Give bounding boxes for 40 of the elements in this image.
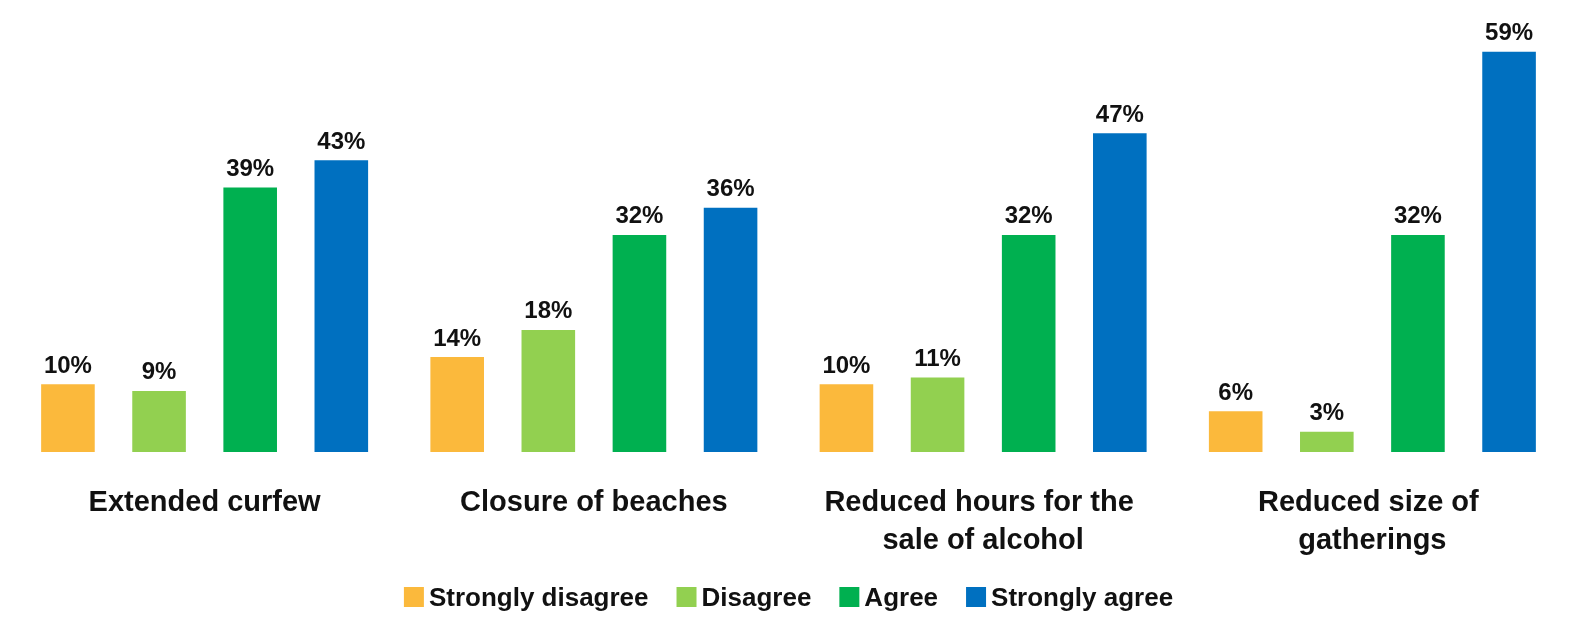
data-label: 14%: [433, 323, 482, 351]
bar: [910, 377, 965, 452]
data-label: 18%: [524, 296, 573, 324]
legend-label: Agree: [864, 582, 939, 612]
data-label: 10%: [822, 350, 871, 378]
bar: [703, 207, 758, 452]
bar: [1300, 431, 1354, 452]
bar: [1482, 51, 1536, 452]
bar: [314, 160, 369, 452]
legend-label: Disagree: [701, 582, 812, 612]
bar: [1001, 234, 1056, 452]
x-tick-label: Reduced hours for the sale of alcohol: [824, 485, 1142, 555]
data-label: 32%: [615, 201, 664, 229]
x-tick-label: Reduced size of gatherings: [1257, 485, 1487, 555]
x-tick-label: Extended curfew: [88, 485, 322, 517]
legend-label: Strongly disagree: [428, 582, 649, 612]
legend-label: Strongly agree: [991, 582, 1174, 612]
data-label: 36%: [706, 174, 755, 202]
data-label: 32%: [1004, 201, 1053, 229]
bar: [1093, 133, 1147, 452]
bar: [1208, 411, 1263, 452]
data-label: 10%: [43, 350, 92, 378]
bar: [132, 390, 186, 452]
x-tick-label: Closure of beaches: [460, 485, 728, 517]
data-label: 11%: [914, 343, 961, 371]
data-label: 39%: [226, 153, 275, 181]
data-label: 9%: [141, 357, 177, 385]
data-label: 32%: [1393, 201, 1442, 229]
bar: [223, 187, 277, 452]
bar: [521, 329, 576, 452]
data-label: 43%: [317, 126, 366, 154]
bar: [430, 357, 484, 452]
bar: [612, 234, 667, 452]
bar: [41, 384, 95, 452]
data-label: 59%: [1485, 18, 1534, 46]
data-label: 47%: [1095, 99, 1144, 127]
data-label: 3%: [1309, 398, 1345, 426]
bar: [819, 384, 874, 452]
data-label: 6%: [1218, 377, 1254, 405]
bar: [1391, 234, 1445, 452]
